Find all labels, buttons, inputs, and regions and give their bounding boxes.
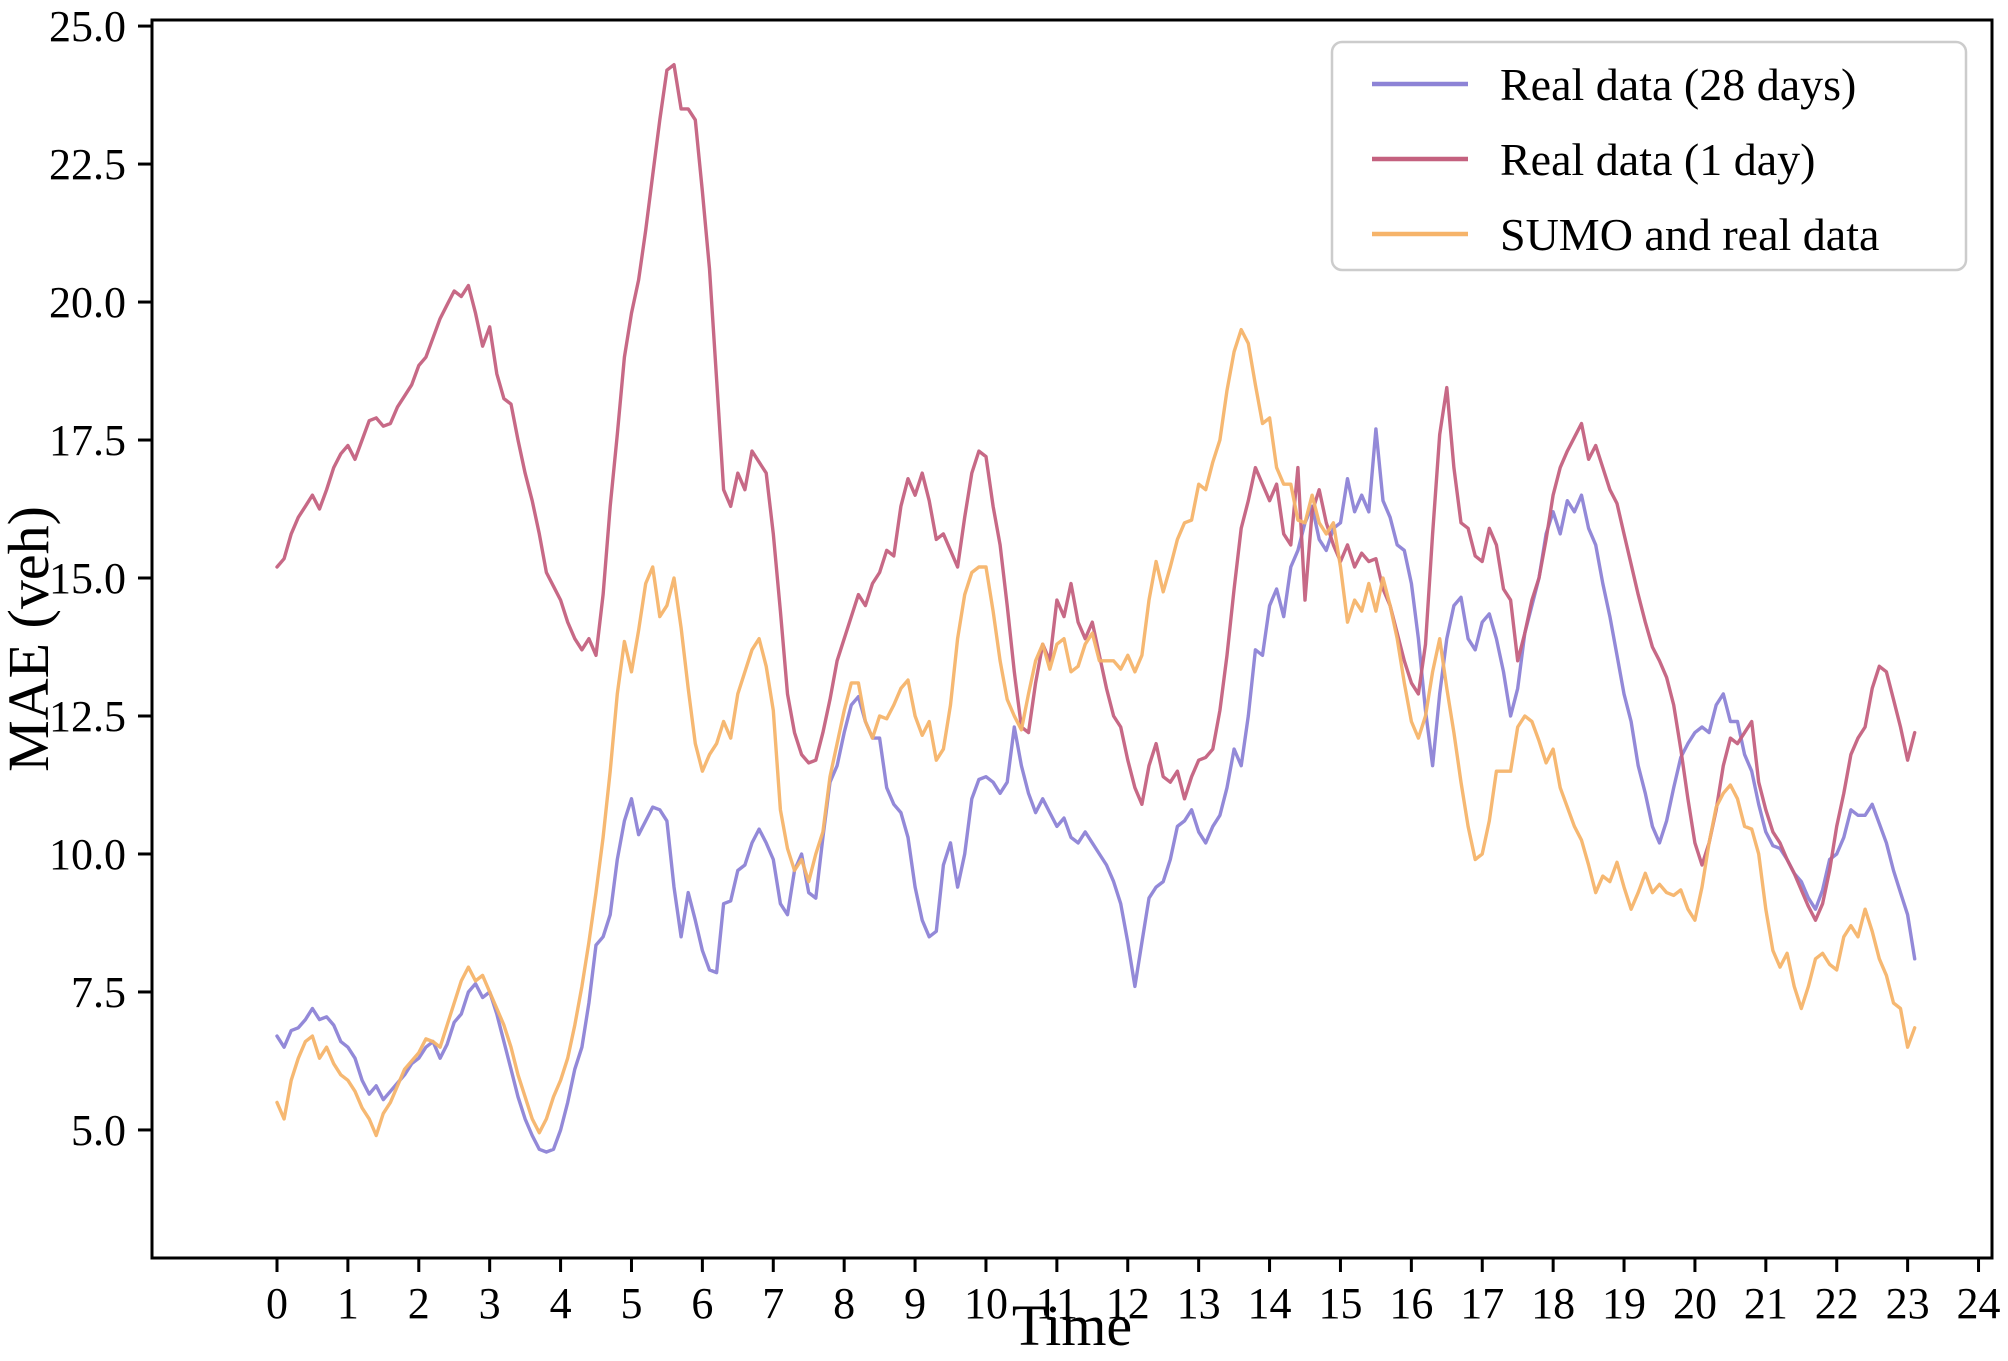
x-tick-label: 10: [964, 1279, 1008, 1328]
y-axis-ticks: 5.0 7.5 10.0 12.5 15.0 17.5 20.0 22.5 25.0: [49, 2, 152, 1155]
x-tick-label: 7: [762, 1279, 784, 1328]
plot-area-border: [150, 18, 1994, 1260]
x-tick-label: 1: [337, 1279, 359, 1328]
x-tick-label: 20: [1673, 1279, 1717, 1328]
x-tick-label: 2: [408, 1279, 430, 1328]
y-tick-label: 7.5: [71, 968, 126, 1017]
x-tick-label: 8: [833, 1279, 855, 1328]
x-axis-ticks: 0 1 2 3 4 5 6 7 8 9 10 11 12 13 14 15 16 17 18 19 20 21 22 23 24: [266, 1258, 2001, 1328]
x-tick-label: 0: [266, 1279, 288, 1328]
x-tick-label: 6: [691, 1279, 713, 1328]
x-tick-label: 9: [904, 1279, 926, 1328]
x-tick-label: 5: [620, 1279, 642, 1328]
series-line-0: [275, 427, 1917, 1154]
series-lines: [275, 62, 1917, 1154]
legend-label-1: Real data (1 day): [1500, 134, 1815, 185]
x-tick-label: 3: [479, 1279, 501, 1328]
x-tick-label: 11: [1036, 1279, 1078, 1328]
x-tick-label: 13: [1177, 1279, 1221, 1328]
x-axis-label: Time: [1012, 1293, 1132, 1358]
x-tick-label: 14: [1248, 1279, 1292, 1328]
x-tick-label: 19: [1602, 1279, 1646, 1328]
x-tick-label: 16: [1389, 1279, 1433, 1328]
legend-box: [1330, 40, 1968, 272]
x-tick-label: 23: [1886, 1279, 1930, 1328]
x-tick-label: 24: [1957, 1279, 2001, 1328]
series-line-1: [275, 62, 1917, 922]
y-tick-label: 17.5: [49, 416, 126, 465]
y-tick-label: 10.0: [49, 830, 126, 879]
series-line-2: [275, 327, 1917, 1138]
y-tick-label: 15.0: [49, 554, 126, 603]
x-tick-label: 15: [1318, 1279, 1362, 1328]
x-tick-label: 21: [1744, 1279, 1788, 1328]
y-tick-label: 25.0: [49, 2, 126, 51]
x-tick-label: 4: [550, 1279, 572, 1328]
legend-label-2: SUMO and real data: [1500, 209, 1879, 260]
x-tick-label: 18: [1531, 1279, 1575, 1328]
y-tick-label: 20.0: [49, 278, 126, 327]
y-tick-label: 22.5: [49, 140, 126, 189]
legend-label-0: Real data (28 days): [1500, 59, 1856, 110]
y-tick-label: 5.0: [71, 1106, 126, 1155]
y-axis-label: MAE (veh): [0, 506, 61, 772]
legend: Real data (28 days) Real data (1 day) SUMO…: [1330, 40, 1968, 272]
y-tick-label: 12.5: [49, 692, 126, 741]
x-tick-label: 17: [1460, 1279, 1504, 1328]
x-tick-label: 22: [1815, 1279, 1859, 1328]
x-tick-label: 12: [1106, 1279, 1150, 1328]
